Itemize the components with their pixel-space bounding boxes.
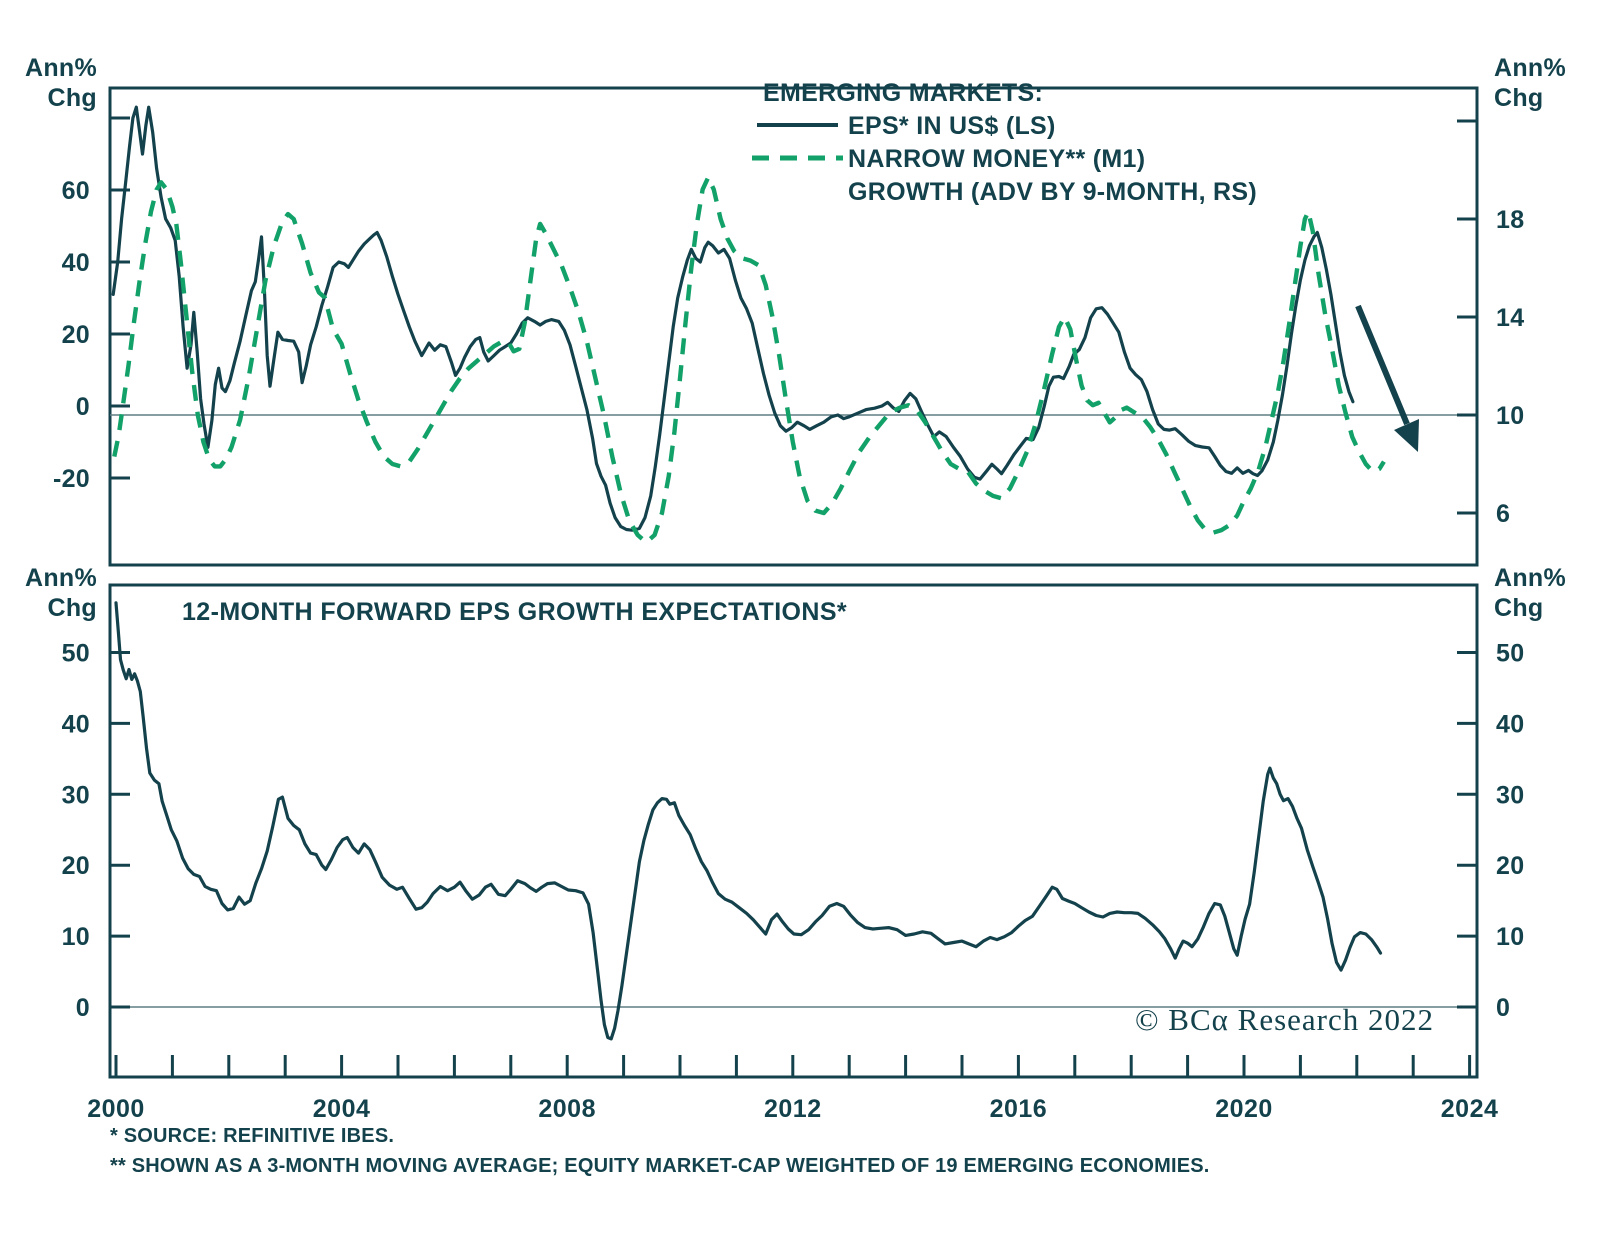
bottom-right-tick-label: 40 <box>1496 710 1524 738</box>
bottom-left-tick-label: 20 <box>62 852 90 880</box>
bottom-left-tick-label: 40 <box>62 710 90 738</box>
bottom-left-axis-unit: Ann% Chg <box>25 564 97 622</box>
top-right-tick-label: 18 <box>1496 206 1524 234</box>
top-right-tick-label: 10 <box>1496 402 1524 430</box>
downtrend-arrow-icon <box>1355 304 1419 452</box>
bottom-panel-title: 12-MONTH FORWARD EPS GROWTH EXPECTATIONS… <box>182 598 847 626</box>
unit-ann-pct: Ann% <box>1494 564 1566 592</box>
top-left-tick-label: 0 <box>76 393 90 421</box>
legend: EMERGING MARKETS: EPS* IN US$ (LS) NARRO… <box>752 79 1257 206</box>
footnotes: * SOURCE: REFINITIVE IBES. ** SHOWN AS A… <box>110 1125 1210 1177</box>
top-right-tick-label: 6 <box>1496 500 1510 528</box>
unit-ann-pct: Ann% <box>25 54 97 82</box>
top-left-tick-label: 40 <box>62 249 90 277</box>
legend-m1-label-line2: GROWTH (ADV BY 9-MONTH, RS) <box>848 178 1257 206</box>
bottom-right-tick-label: 20 <box>1496 852 1524 880</box>
eps-usd-line <box>111 105 1355 532</box>
x-year-label: 2008 <box>538 1095 596 1123</box>
bottom-right-tick-label: 10 <box>1496 923 1524 951</box>
bottom-right-tick-label: 50 <box>1496 640 1524 668</box>
unit-ann-pct: Ann% <box>1494 54 1566 82</box>
forward-eps-expectations-line <box>114 601 1383 1041</box>
legend-eps-label: EPS* IN US$ (LS) <box>848 112 1056 140</box>
bottom-left-tick-label: 50 <box>62 640 90 668</box>
axis-tick-labels: -20 0 20 40 60 6 10 14 18 0 10 20 30 40 50 0 10 20 30 40 50 2… <box>53 177 1524 1123</box>
x-year-label: 2016 <box>990 1095 1048 1123</box>
copyright: © BCα Research 2022 <box>1135 1002 1434 1037</box>
x-year-label: 2024 <box>1441 1095 1499 1123</box>
x-year-label: 2004 <box>313 1095 371 1123</box>
bottom-left-tick-label: 30 <box>62 781 90 809</box>
legend-m1-label-line1: NARROW MONEY** (M1) <box>848 145 1145 173</box>
x-year-label: 2012 <box>764 1095 822 1123</box>
x-year-label: 2020 <box>1215 1095 1273 1123</box>
bottom-right-tick-label: 0 <box>1496 994 1510 1022</box>
unit-chg: Chg <box>48 84 98 112</box>
bottom-right-axis-unit: Ann% Chg <box>1494 564 1566 622</box>
unit-ann-pct: Ann% <box>25 564 97 592</box>
axis-ticks <box>110 116 1477 1077</box>
arrow-shaft <box>1355 304 1410 426</box>
arrow-head <box>1394 419 1419 452</box>
series-lines <box>111 105 1386 1041</box>
unit-chg: Chg <box>1494 84 1544 112</box>
bottom-left-tick-label: 10 <box>62 923 90 951</box>
top-left-tick-label: -20 <box>53 465 90 493</box>
narrow-money-m1-line <box>112 175 1386 545</box>
footnote-source: * SOURCE: REFINITIVE IBES. <box>110 1125 394 1147</box>
top-left-tick-label: 20 <box>62 321 90 349</box>
footnote-method: ** SHOWN AS A 3-MONTH MOVING AVERAGE; EQ… <box>110 1155 1210 1177</box>
top-left-tick-label: 60 <box>62 177 90 205</box>
unit-chg: Chg <box>48 594 98 622</box>
top-left-axis-unit: Ann% Chg <box>25 54 97 112</box>
bottom-left-tick-label: 0 <box>76 994 90 1022</box>
x-year-label: 2000 <box>87 1095 145 1123</box>
top-panel-frame <box>108 86 1479 567</box>
reference-lines <box>110 414 1477 1008</box>
top-right-tick-label: 14 <box>1496 304 1524 332</box>
unit-chg: Chg <box>1494 594 1544 622</box>
legend-title: EMERGING MARKETS: <box>763 79 1043 107</box>
panel-frames <box>108 86 1479 1079</box>
top-right-axis-unit: Ann% Chg <box>1494 54 1566 112</box>
bottom-right-tick-label: 30 <box>1496 781 1524 809</box>
